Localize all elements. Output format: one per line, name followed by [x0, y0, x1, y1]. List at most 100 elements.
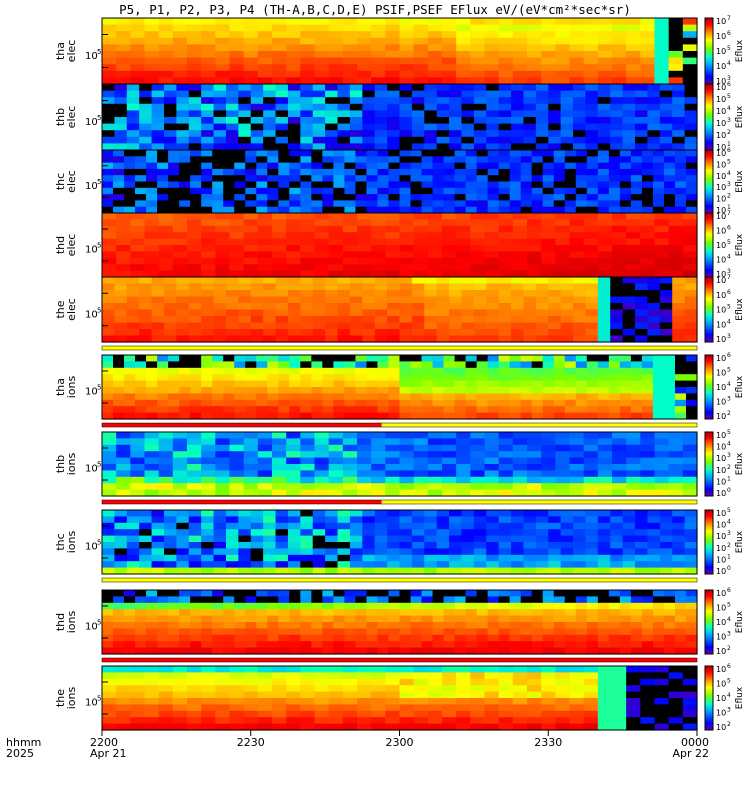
spectrogram-cell: [245, 399, 257, 407]
spectrogram-cell: [399, 143, 413, 151]
spectrogram-cell: [597, 567, 611, 575]
spectrogram-cell: [608, 596, 621, 604]
spectrogram-cell: [289, 374, 301, 382]
spectrogram-cell: [654, 51, 670, 59]
spectrogram-cell: [663, 206, 676, 214]
spectrogram-cell: [560, 535, 574, 543]
spectrogram-cell: [421, 380, 434, 388]
spectrogram-cell: [357, 18, 372, 26]
colorbar-cell: [705, 192, 713, 195]
spectrogram-cell: [344, 602, 357, 610]
spectrogram-cell: [287, 290, 301, 298]
spectrogram-cell: [225, 548, 239, 556]
spectrogram-cell: [102, 123, 115, 131]
spectrogram-cell: [542, 412, 555, 420]
spectrogram-cell: [215, 723, 231, 731]
spectrogram-cell: [163, 535, 177, 543]
spectrogram-cell: [626, 483, 641, 491]
spectrogram-cell: [342, 270, 358, 278]
spectrogram-cell: [498, 432, 514, 439]
spectrogram-cell: [385, 457, 401, 465]
colorbar-cell: [705, 159, 713, 162]
spectrogram-cell: [144, 444, 160, 452]
colorbar-cell: [705, 248, 713, 251]
spectrogram-cell: [583, 451, 599, 459]
spectrogram-cell: [473, 554, 487, 562]
spectrogram-cell: [476, 380, 489, 388]
spectrogram-cell: [225, 123, 239, 131]
spectrogram-cell: [176, 554, 190, 562]
spectrogram-cell: [187, 44, 202, 52]
spectrogram-cell: [641, 615, 654, 623]
spectrogram-cell: [622, 309, 636, 317]
spectrogram-cell: [569, 245, 585, 252]
spectrogram-cell: [212, 634, 224, 642]
spectrogram-cell: [234, 175, 246, 183]
spectrogram-cell: [146, 181, 158, 189]
spectrogram-cell: [300, 438, 316, 446]
spectrogram-cell: [553, 156, 566, 164]
spectrogram-cell: [487, 156, 500, 164]
spectrogram-cell: [322, 615, 334, 623]
spectrogram-cell: [454, 150, 467, 157]
spectrogram-cell: [597, 432, 613, 439]
spectrogram-cell: [146, 150, 158, 157]
spectrogram-cell: [223, 206, 235, 214]
spectrogram-cell: [684, 561, 698, 569]
spectrogram-cell: [387, 554, 401, 562]
spectrogram-cell: [275, 322, 289, 330]
spectrogram-cell: [278, 380, 290, 388]
colorbar-cell: [705, 601, 713, 604]
spectrogram-cell: [223, 162, 235, 170]
spectrogram-cell: [158, 219, 174, 227]
spectrogram-cell: [668, 238, 684, 246]
spectrogram-cell: [652, 374, 665, 382]
spectrogram-cell: [564, 393, 577, 401]
spectrogram-cell: [608, 168, 621, 176]
spectrogram-cell: [163, 561, 177, 569]
spectrogram-cell: [610, 143, 624, 151]
spectrogram-cell: [436, 329, 450, 337]
spectrogram-cell: [187, 51, 202, 59]
spectrogram-cell: [135, 162, 147, 170]
spectrogram-cell: [377, 194, 390, 201]
colorbar-cell: [705, 172, 713, 175]
spectrogram-cell: [413, 31, 429, 39]
spectrogram-cell: [357, 51, 372, 59]
spectrogram-cell: [535, 510, 549, 517]
spectrogram-cell: [541, 245, 556, 252]
spectrogram-cell: [333, 615, 346, 623]
spectrogram-cell: [622, 110, 636, 118]
spectrogram-cell: [399, 110, 413, 118]
spectrogram-cell: [257, 238, 273, 246]
spectrogram-cell: [201, 567, 215, 575]
spectrogram-cell: [640, 225, 656, 233]
spectrogram-cell: [322, 609, 334, 617]
colorbar-cell: [705, 19, 713, 22]
spectrogram-cell: [654, 464, 670, 471]
spectrogram-cell: [355, 406, 368, 414]
spectrogram-cell: [597, 476, 613, 484]
spectrogram-cell: [286, 438, 301, 446]
colorbar-label: Eflux: [735, 105, 745, 128]
spectrogram-cell: [663, 175, 676, 183]
spectrogram-cell: [357, 438, 372, 446]
spectrogram-cell: [362, 110, 376, 118]
spectrogram-cell: [555, 489, 571, 497]
spectrogram-cell: [498, 251, 514, 259]
spectrogram-cell: [473, 510, 487, 517]
spectrogram-cell: [135, 175, 147, 183]
spectrogram-cell: [325, 303, 339, 311]
spectrogram-cell: [682, 37, 698, 45]
spectrogram-cell: [201, 238, 216, 246]
spectrogram-cell: [286, 444, 301, 452]
spectrogram-cell: [322, 355, 334, 362]
spectrogram-cell: [286, 57, 301, 65]
spectrogram-cell: [652, 609, 665, 617]
spectrogram-cell: [256, 194, 268, 201]
spectrogram-cell: [371, 77, 386, 85]
spectrogram-cell: [146, 156, 158, 164]
spectrogram-cell: [663, 399, 676, 407]
spectrogram-cell: [564, 367, 577, 375]
spectrogram-cell: [512, 251, 528, 259]
